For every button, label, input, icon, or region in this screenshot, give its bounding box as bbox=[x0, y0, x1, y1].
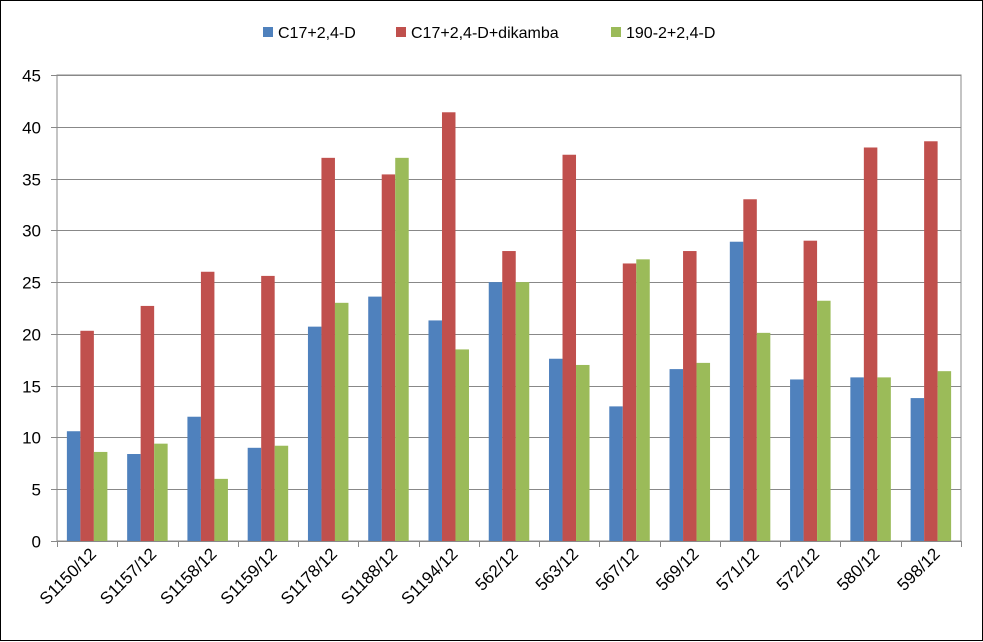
bar bbox=[937, 371, 952, 541]
bar bbox=[66, 431, 81, 541]
bar bbox=[910, 398, 925, 541]
bar bbox=[743, 199, 757, 541]
x-tick-label: 598/12 bbox=[893, 544, 943, 594]
bar bbox=[756, 332, 771, 541]
bar bbox=[455, 349, 469, 541]
legend-label: 190-2+2,4-D bbox=[626, 25, 715, 42]
legend-swatch bbox=[396, 27, 406, 37]
bar bbox=[683, 251, 697, 542]
legend-swatch bbox=[611, 27, 621, 37]
x-tick-label: S1150/12 bbox=[36, 544, 100, 608]
bar bbox=[729, 241, 744, 541]
bar bbox=[803, 240, 818, 541]
bar bbox=[549, 358, 563, 541]
y-tick-label: 30 bbox=[22, 222, 41, 241]
y-tick-label: 0 bbox=[32, 533, 41, 552]
bar bbox=[247, 447, 262, 541]
bar bbox=[368, 296, 382, 541]
bar bbox=[154, 443, 168, 541]
bar bbox=[441, 112, 456, 541]
bar bbox=[140, 305, 155, 541]
bar bbox=[214, 478, 228, 541]
x-tick-label: 562/12 bbox=[472, 544, 522, 594]
bar bbox=[381, 174, 396, 541]
bar bbox=[274, 445, 289, 541]
y-tick-label: 5 bbox=[32, 481, 41, 500]
y-tick-label: 25 bbox=[22, 274, 41, 293]
bar bbox=[622, 263, 637, 541]
x-tick-label: 580/12 bbox=[833, 544, 883, 594]
bar bbox=[200, 271, 215, 541]
x-tick-label: 571/12 bbox=[713, 544, 763, 594]
y-tick-label: 20 bbox=[22, 326, 41, 345]
legend-label: C17+2,4-D bbox=[278, 25, 356, 42]
bar bbox=[877, 377, 891, 541]
x-tick-label: S1178/12 bbox=[277, 544, 341, 608]
bar bbox=[93, 451, 108, 541]
bar bbox=[515, 282, 530, 541]
legend: C17+2,4-D C17+2,4-D+dikamba 190-2+2,4-D bbox=[263, 25, 715, 42]
bar bbox=[863, 147, 878, 542]
bar bbox=[562, 154, 577, 542]
bar bbox=[502, 251, 516, 542]
x-tick-label: S1159/12 bbox=[217, 544, 281, 608]
bar bbox=[924, 141, 938, 541]
bar bbox=[187, 416, 201, 541]
bar bbox=[127, 454, 141, 541]
bar bbox=[321, 157, 335, 541]
x-tick-label: 563/12 bbox=[532, 544, 582, 594]
bar bbox=[395, 157, 409, 541]
x-tick-label: 567/12 bbox=[592, 544, 642, 594]
x-tick-label: S1194/12 bbox=[398, 544, 462, 608]
bar bbox=[80, 330, 94, 541]
y-tick-label: 35 bbox=[22, 171, 41, 190]
legend-label: C17+2,4-D+dikamba bbox=[411, 25, 559, 42]
bar bbox=[261, 275, 275, 541]
bar bbox=[696, 362, 711, 541]
y-tick-label: 15 bbox=[22, 378, 41, 397]
bar bbox=[428, 320, 442, 541]
x-tick-label: 569/12 bbox=[652, 544, 702, 594]
x-tick-label: S1158/12 bbox=[156, 544, 220, 608]
y-tick-label: 40 bbox=[22, 119, 41, 138]
x-tick-label: 572/12 bbox=[773, 544, 823, 594]
bar bbox=[576, 364, 590, 541]
bar bbox=[669, 369, 684, 541]
bar bbox=[334, 302, 349, 541]
bar bbox=[850, 377, 864, 541]
bars bbox=[66, 112, 952, 542]
bar bbox=[790, 379, 804, 541]
x-tick-label: S1188/12 bbox=[337, 544, 401, 608]
bar bbox=[817, 300, 831, 541]
bar bbox=[307, 326, 322, 541]
bar bbox=[488, 282, 503, 541]
legend-swatch bbox=[263, 27, 273, 37]
bar bbox=[636, 259, 650, 541]
bar bbox=[609, 406, 623, 541]
x-tick-label: S1157/12 bbox=[96, 544, 160, 608]
y-tick-label: 45 bbox=[22, 67, 41, 86]
y-tick-label: 10 bbox=[22, 429, 41, 448]
